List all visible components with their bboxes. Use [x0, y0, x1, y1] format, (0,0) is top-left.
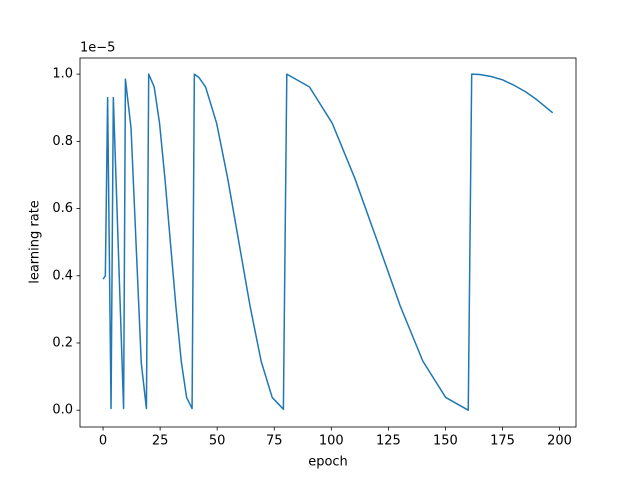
plot-frame	[79, 57, 577, 428]
y-tick-label: 0.6	[52, 201, 73, 216]
y-tick-label: 0.4	[52, 268, 73, 283]
y-tick-label: 0.2	[52, 335, 73, 350]
x-tick-label: 150	[433, 434, 458, 449]
x-axis-label: epoch	[308, 455, 348, 470]
x-tick-label: 75	[266, 434, 283, 449]
x-tick-label: 0	[99, 434, 107, 449]
y-tick-label: 0.8	[52, 134, 73, 149]
x-tick-label: 125	[376, 434, 401, 449]
y-offset-text: 1e−5	[80, 41, 115, 56]
y-tick-label: 0.0	[52, 403, 73, 418]
y-axis-label: learning rate	[28, 200, 43, 284]
y-tick-label: 1.0	[52, 67, 73, 82]
x-tick-label: 25	[152, 434, 169, 449]
x-tick-label: 200	[547, 434, 572, 449]
x-tick-label: 100	[319, 434, 344, 449]
line	[102, 73, 554, 411]
x-tick-label: 175	[490, 434, 515, 449]
x-tick-label: 50	[209, 434, 226, 449]
